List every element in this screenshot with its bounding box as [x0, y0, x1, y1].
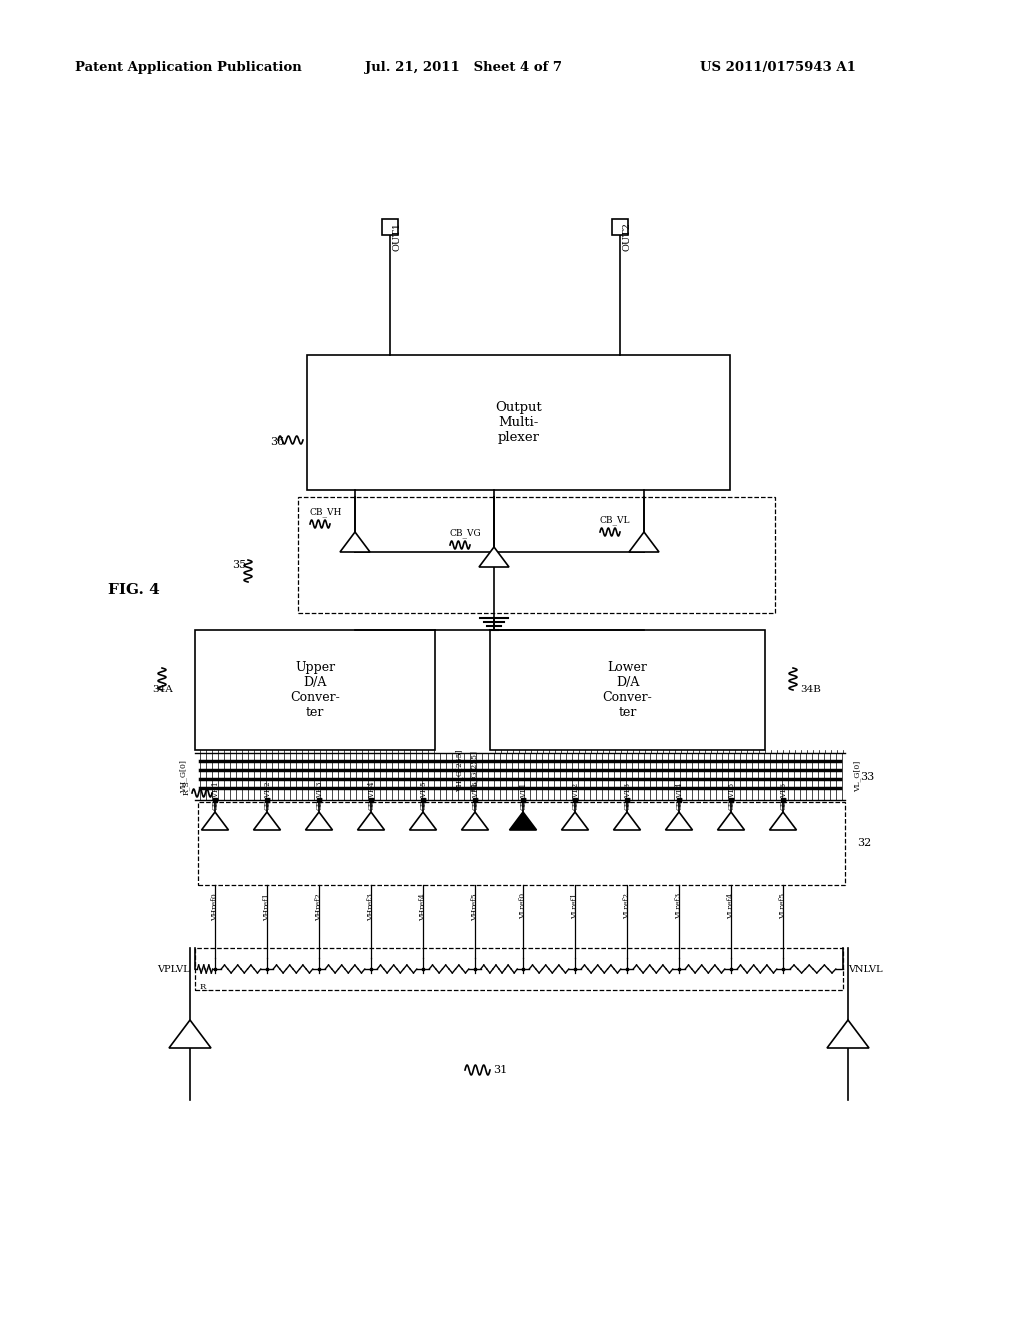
- FancyBboxPatch shape: [195, 630, 435, 750]
- Text: 36: 36: [270, 437, 285, 447]
- Text: Upper
D/A
Conver-
ter: Upper D/A Conver- ter: [290, 661, 340, 719]
- Text: CB_VL: CB_VL: [600, 515, 631, 525]
- Polygon shape: [169, 1020, 211, 1048]
- Text: GB_VL1: GB_VL1: [519, 781, 527, 810]
- FancyBboxPatch shape: [198, 803, 845, 884]
- Polygon shape: [462, 812, 488, 830]
- Text: GB_VH4: GB_VH4: [367, 780, 375, 810]
- Polygon shape: [769, 812, 797, 830]
- Text: VLref3: VLref3: [675, 894, 683, 919]
- Text: R_S: R_S: [182, 780, 190, 795]
- FancyBboxPatch shape: [490, 630, 765, 750]
- Text: VLref2: VLref2: [623, 894, 631, 919]
- Polygon shape: [666, 812, 692, 830]
- Text: VHref1: VHref1: [263, 894, 271, 921]
- Text: VHref4: VHref4: [419, 894, 427, 921]
- Text: OUT2: OUT2: [623, 222, 632, 251]
- Polygon shape: [357, 812, 384, 830]
- Text: VLref4: VLref4: [727, 894, 735, 919]
- Text: GB_VH6: GB_VH6: [471, 780, 479, 810]
- Text: 33: 33: [860, 771, 874, 781]
- FancyBboxPatch shape: [307, 355, 730, 490]
- FancyBboxPatch shape: [382, 219, 398, 235]
- Text: VH_G[255]: VH_G[255]: [455, 750, 463, 792]
- Polygon shape: [561, 812, 589, 830]
- Polygon shape: [718, 812, 744, 830]
- Text: 32: 32: [857, 838, 871, 849]
- Polygon shape: [479, 546, 509, 568]
- Polygon shape: [827, 1020, 869, 1048]
- Polygon shape: [510, 812, 537, 830]
- Text: VLref5: VLref5: [779, 894, 787, 919]
- Text: FIG. 4: FIG. 4: [108, 583, 160, 597]
- Polygon shape: [305, 812, 333, 830]
- Text: VL_G[255]: VL_G[255]: [470, 751, 478, 792]
- Text: 35: 35: [232, 560, 246, 570]
- Polygon shape: [629, 532, 659, 552]
- Polygon shape: [410, 812, 436, 830]
- FancyBboxPatch shape: [298, 498, 775, 612]
- Text: VNLVL: VNLVL: [848, 965, 883, 974]
- Text: VPLVL: VPLVL: [158, 965, 190, 974]
- Text: Output
Multi-
plexer: Output Multi- plexer: [496, 401, 542, 444]
- Text: VHref5: VHref5: [471, 894, 479, 921]
- Polygon shape: [254, 812, 281, 830]
- Text: Patent Application Publication: Patent Application Publication: [75, 62, 302, 74]
- Text: GB_VH3: GB_VH3: [315, 780, 323, 810]
- Text: CB_VG: CB_VG: [450, 528, 481, 537]
- Text: GB_VH5: GB_VH5: [419, 780, 427, 810]
- Text: Jul. 21, 2011   Sheet 4 of 7: Jul. 21, 2011 Sheet 4 of 7: [365, 62, 562, 74]
- Text: VH_G[0]: VH_G[0]: [179, 760, 187, 793]
- Text: VL_G[0]: VL_G[0]: [853, 760, 861, 792]
- FancyBboxPatch shape: [195, 948, 843, 990]
- Text: GB_VH2: GB_VH2: [263, 780, 271, 810]
- Text: VLref0: VLref0: [519, 894, 527, 919]
- Text: 34B: 34B: [800, 685, 821, 694]
- Polygon shape: [613, 812, 640, 830]
- Text: GB_VL2: GB_VL2: [571, 781, 579, 810]
- Text: GB_VL6: GB_VL6: [779, 781, 787, 810]
- Text: US 2011/0175943 A1: US 2011/0175943 A1: [700, 62, 856, 74]
- Text: OUT1: OUT1: [393, 222, 402, 251]
- Text: 31: 31: [493, 1065, 507, 1074]
- Text: GB_VL5: GB_VL5: [727, 781, 735, 810]
- Text: GB_VL4: GB_VL4: [675, 781, 683, 810]
- Text: VLref1: VLref1: [571, 894, 579, 919]
- Polygon shape: [340, 532, 370, 552]
- Text: VHref3: VHref3: [367, 894, 375, 921]
- Text: GB_VH1: GB_VH1: [211, 780, 219, 810]
- FancyBboxPatch shape: [612, 219, 628, 235]
- Polygon shape: [202, 812, 228, 830]
- Text: R_: R_: [200, 982, 211, 990]
- Text: VHref0: VHref0: [211, 894, 219, 921]
- Text: VHref2: VHref2: [315, 894, 323, 921]
- Text: GB_VL3: GB_VL3: [623, 781, 631, 810]
- Text: Lower
D/A
Conver-
ter: Lower D/A Conver- ter: [603, 661, 652, 719]
- Text: 34A: 34A: [152, 685, 173, 694]
- Text: CB_VH: CB_VH: [310, 507, 342, 517]
